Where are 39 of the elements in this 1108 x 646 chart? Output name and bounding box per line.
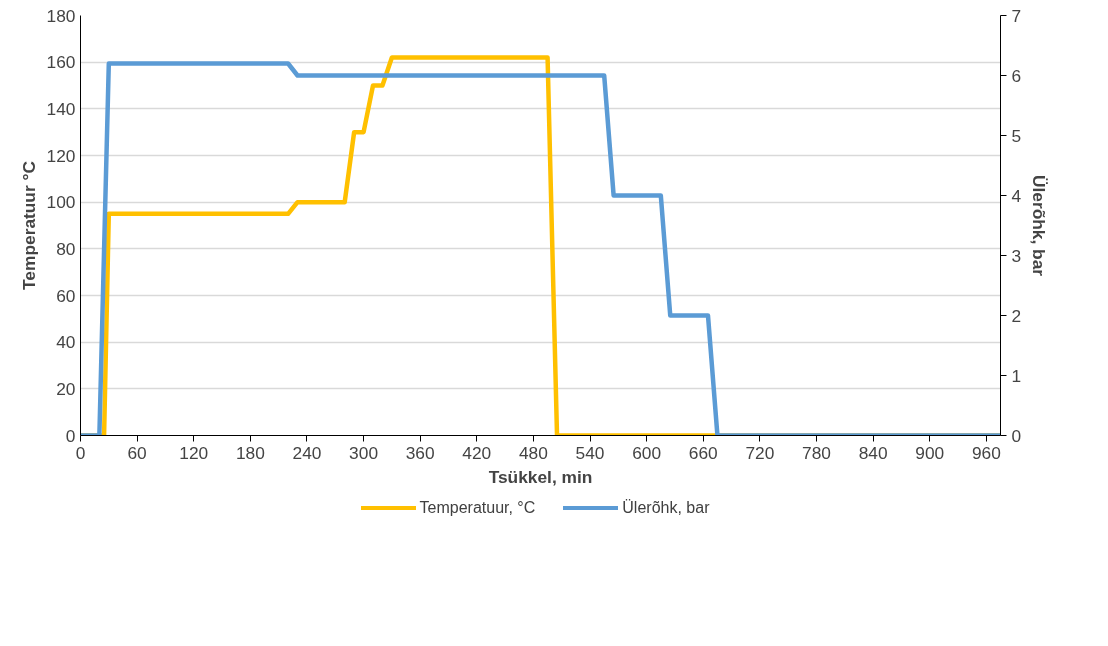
- y2-tick-label: 5: [1011, 125, 1022, 146]
- x-tick-label: 360: [405, 442, 435, 463]
- x-tick-label: 540: [575, 442, 605, 463]
- y-tick-label: 100: [46, 192, 76, 213]
- y-tick-label: 0: [65, 425, 76, 446]
- y2-axis-title: Ülerõhk, bar: [1029, 174, 1050, 277]
- legend-label: Temperatuur, °C: [419, 497, 536, 518]
- x-tick-label: 780: [802, 442, 831, 463]
- x-tick-label: 720: [745, 442, 775, 463]
- x-tick-label: 600: [632, 442, 662, 463]
- y-tick-label: 60: [56, 285, 76, 306]
- x-tick-label: 240: [292, 442, 322, 463]
- y-tick-label: 40: [56, 332, 76, 353]
- x-tick-label: 180: [235, 442, 265, 463]
- y2-tick-label: 0: [1011, 425, 1022, 446]
- y2-tick-label: 6: [1011, 65, 1022, 86]
- x-tick-label: 960: [971, 442, 1001, 463]
- y2-tick-label: 1: [1011, 365, 1022, 386]
- x-tick-label: 300: [349, 442, 379, 463]
- y-tick-label: 180: [46, 5, 76, 26]
- y2-tick-label: 3: [1011, 245, 1022, 266]
- y-axis-title: Temperatuur °C: [18, 160, 39, 290]
- y2-tick-label: 4: [1011, 185, 1022, 206]
- x-tick-label: 120: [179, 442, 209, 463]
- y2-tick-label: 2: [1011, 305, 1022, 326]
- x-tick-label: 660: [688, 442, 718, 463]
- legend-label: Ülerõhk, bar: [622, 497, 710, 518]
- x-tick-label: 840: [858, 442, 888, 463]
- y-tick-label: 20: [56, 378, 76, 399]
- x-tick-label: 60: [127, 442, 147, 463]
- y-tick-label: 160: [46, 52, 76, 73]
- x-tick-label: 420: [462, 442, 492, 463]
- x-tick-label: 900: [915, 442, 945, 463]
- y-tick-label: 140: [46, 98, 76, 119]
- y2-tick-label: 7: [1011, 5, 1022, 26]
- y-tick-label: 120: [46, 145, 76, 166]
- x-axis-title: Tsükkel, min: [488, 466, 593, 487]
- y-tick-label: 80: [56, 238, 76, 259]
- x-tick-label: 480: [518, 442, 548, 463]
